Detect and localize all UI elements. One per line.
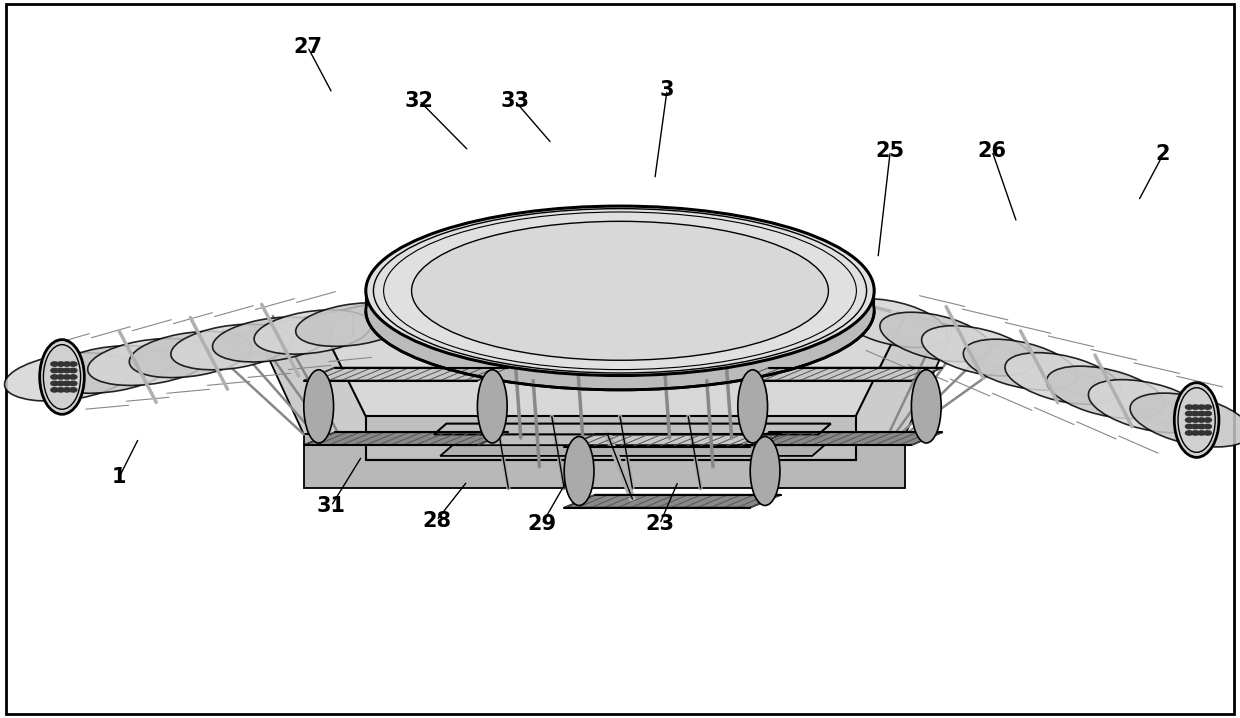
Circle shape [1198, 431, 1205, 435]
Ellipse shape [40, 340, 84, 414]
Circle shape [57, 381, 64, 386]
Circle shape [63, 368, 71, 373]
Circle shape [69, 381, 77, 386]
Ellipse shape [1089, 380, 1208, 433]
Ellipse shape [129, 331, 252, 378]
Circle shape [63, 362, 71, 366]
Circle shape [1185, 405, 1193, 409]
Circle shape [51, 388, 58, 392]
Polygon shape [366, 416, 856, 460]
Circle shape [1192, 424, 1199, 429]
Ellipse shape [88, 338, 212, 386]
Circle shape [51, 375, 58, 379]
Ellipse shape [738, 370, 768, 443]
Circle shape [1198, 411, 1205, 416]
Text: 33: 33 [500, 90, 529, 111]
Circle shape [63, 388, 71, 392]
Circle shape [51, 362, 58, 366]
Circle shape [1204, 405, 1211, 409]
Circle shape [1198, 405, 1205, 409]
Circle shape [1198, 424, 1205, 429]
Ellipse shape [212, 317, 331, 362]
Polygon shape [316, 244, 905, 416]
Circle shape [57, 362, 64, 366]
Ellipse shape [304, 370, 334, 443]
Ellipse shape [366, 206, 874, 376]
Ellipse shape [171, 325, 291, 370]
Text: 29: 29 [527, 514, 557, 534]
Text: 32: 32 [404, 90, 434, 111]
Circle shape [1185, 431, 1193, 435]
Circle shape [1204, 411, 1211, 416]
Ellipse shape [5, 353, 131, 401]
Circle shape [1192, 405, 1199, 409]
Ellipse shape [564, 437, 594, 505]
Text: 2: 2 [1156, 144, 1171, 164]
Text: 3: 3 [660, 80, 675, 100]
Circle shape [69, 375, 77, 379]
Circle shape [1185, 424, 1193, 429]
Circle shape [69, 362, 77, 366]
Circle shape [1192, 411, 1199, 416]
Text: 31: 31 [316, 496, 346, 516]
Ellipse shape [880, 312, 991, 362]
Circle shape [63, 381, 71, 386]
Polygon shape [738, 432, 942, 445]
Circle shape [1185, 411, 1193, 416]
Circle shape [1204, 431, 1211, 435]
Circle shape [1192, 418, 1199, 422]
Polygon shape [254, 251, 955, 434]
Text: 26: 26 [977, 141, 1007, 161]
Ellipse shape [46, 345, 172, 393]
Polygon shape [434, 424, 831, 434]
Circle shape [1192, 431, 1199, 435]
Ellipse shape [254, 310, 371, 354]
Polygon shape [738, 368, 942, 381]
Polygon shape [564, 434, 781, 447]
Circle shape [1204, 418, 1211, 422]
Ellipse shape [1047, 366, 1164, 419]
Polygon shape [304, 432, 508, 445]
Polygon shape [564, 495, 781, 508]
Ellipse shape [750, 437, 780, 505]
Circle shape [69, 388, 77, 392]
Circle shape [1185, 418, 1193, 422]
Circle shape [57, 388, 64, 392]
Text: 28: 28 [422, 510, 451, 531]
Ellipse shape [412, 221, 828, 360]
Circle shape [63, 375, 71, 379]
Circle shape [1204, 424, 1211, 429]
Ellipse shape [366, 232, 874, 390]
Circle shape [51, 368, 58, 373]
Ellipse shape [838, 299, 947, 348]
Circle shape [57, 368, 64, 373]
Ellipse shape [477, 370, 507, 443]
Ellipse shape [1174, 383, 1219, 457]
Circle shape [1198, 418, 1205, 422]
Polygon shape [304, 368, 508, 381]
Ellipse shape [295, 303, 412, 346]
Ellipse shape [963, 339, 1078, 390]
Text: 25: 25 [875, 141, 905, 161]
Polygon shape [304, 434, 905, 488]
Circle shape [51, 381, 58, 386]
Circle shape [69, 368, 77, 373]
Polygon shape [440, 445, 825, 456]
Text: 1: 1 [112, 467, 126, 488]
Circle shape [57, 375, 64, 379]
Ellipse shape [921, 326, 1034, 376]
Ellipse shape [1004, 353, 1121, 404]
Ellipse shape [911, 370, 941, 443]
Ellipse shape [1130, 393, 1240, 447]
Text: 27: 27 [293, 37, 322, 57]
Text: 23: 23 [645, 514, 675, 534]
